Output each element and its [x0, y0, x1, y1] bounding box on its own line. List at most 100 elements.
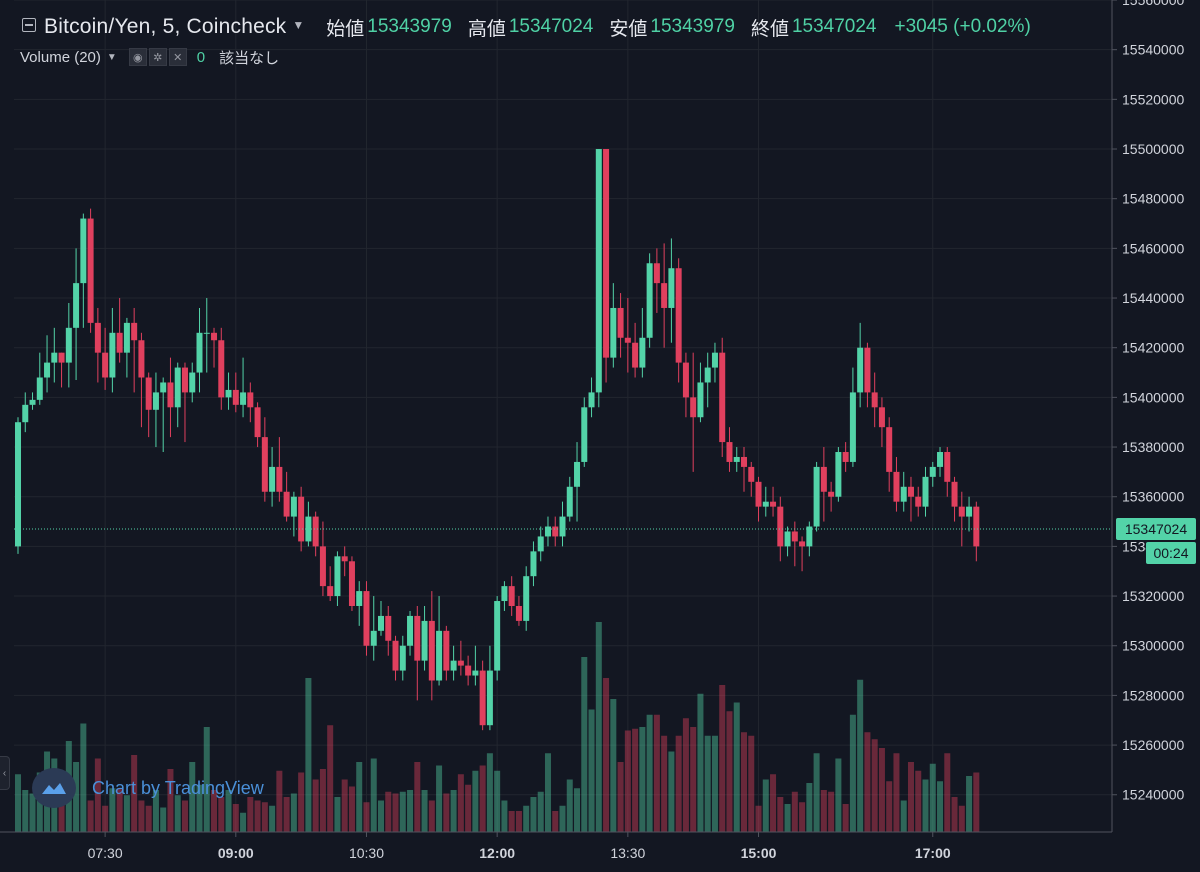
candle-body [900, 486, 907, 502]
time-tick-label: 15:00 [741, 845, 777, 861]
volume-bar [639, 727, 646, 832]
volume-bar [152, 790, 159, 832]
volume-bar [486, 753, 493, 832]
candle [806, 521, 813, 557]
volume-bar [944, 753, 951, 832]
candle-body [617, 307, 624, 338]
candle-body [907, 486, 914, 497]
chevron-down-icon[interactable]: ▼ [106, 51, 117, 63]
price-tick-label: 15260000 [1122, 737, 1185, 753]
candle-body [646, 263, 653, 338]
candle [588, 377, 595, 418]
candle [494, 596, 501, 681]
eye-icon[interactable]: ◉ [128, 48, 147, 66]
volume-bar [544, 753, 551, 832]
candle [726, 427, 733, 472]
low-label: 安値 [609, 18, 648, 40]
volume-bar [791, 791, 798, 832]
time-axis: 07:30 09:00 10:30 12:00 13:30 15:00 17:00 [0, 831, 1112, 861]
countdown-value: 00:24 [1153, 545, 1188, 561]
candle [632, 322, 639, 378]
volume-bar [465, 784, 472, 832]
volume-bar [719, 685, 726, 832]
candle [334, 551, 341, 606]
candle [748, 461, 755, 497]
candle-body [544, 526, 551, 537]
time-tick-label: 10:30 [349, 845, 384, 861]
candle-body [428, 620, 435, 681]
candle-body [966, 506, 973, 517]
volume-bar [450, 790, 457, 832]
candle-body [298, 496, 305, 542]
gear-icon[interactable]: ✲ [148, 48, 167, 66]
candle [428, 591, 435, 701]
volume-status: 該当なし [219, 49, 280, 67]
candle [167, 357, 174, 438]
candle-body [479, 670, 486, 726]
symbol-title[interactable]: Bitcoin/Yen, 5, Coincheck [44, 15, 287, 38]
close-icon[interactable]: ✕ [168, 48, 187, 66]
volume-bar [269, 805, 276, 832]
chevron-down-icon[interactable]: ▼ [292, 18, 305, 32]
candle [690, 352, 697, 472]
volume-bar [690, 727, 697, 832]
candle [886, 417, 893, 492]
volume-bar [581, 657, 588, 832]
volume-bar [878, 748, 885, 832]
candle-body [290, 496, 297, 517]
candle [900, 471, 907, 512]
price-tick-label: 15400000 [1122, 389, 1185, 405]
volume-bar [298, 772, 305, 832]
candle-body [951, 481, 958, 507]
candle-body [661, 283, 668, 308]
chevron-left-icon[interactable]: ‹ [0, 756, 10, 790]
candle [820, 447, 827, 522]
volume-bar [704, 735, 711, 832]
volume-bar [421, 790, 428, 832]
candle-body [537, 536, 544, 552]
high-value: 15347024 [508, 16, 594, 37]
high-label: 高値 [467, 18, 506, 40]
price-tick-label: 15300000 [1122, 638, 1185, 654]
candle-body [552, 526, 559, 537]
candle [15, 417, 21, 554]
volume-bar [806, 783, 813, 832]
candle-body [102, 352, 109, 378]
volume-bar [552, 811, 559, 832]
volume-bar [428, 800, 435, 832]
volume-bar [247, 797, 254, 832]
candle-body [486, 670, 493, 726]
candle-body [356, 591, 363, 606]
volume-bar [319, 769, 326, 832]
candle [704, 352, 711, 408]
volume-bar [915, 770, 922, 832]
volume-bar [559, 805, 566, 832]
volume-bar [276, 770, 283, 832]
candle-body [123, 322, 130, 353]
volume-bar [131, 755, 138, 832]
collapse-icon[interactable] [22, 18, 36, 32]
volume-bar [574, 788, 581, 832]
volume-legend: Volume (20) ▼ ◉ ✲ ✕ 0 該当なし [20, 46, 279, 68]
volume-bar [327, 725, 334, 832]
volume-indicator-label[interactable]: Volume (20) [20, 48, 101, 66]
volume-bar [617, 762, 624, 832]
volume-bar [305, 678, 312, 832]
volume-bar [508, 811, 515, 832]
volume-bar [632, 728, 639, 832]
candle [131, 307, 138, 393]
candle [269, 447, 276, 507]
volume-bar [849, 714, 856, 832]
volume-bar [472, 770, 479, 832]
volume-bar [842, 804, 849, 832]
candle-body [842, 452, 849, 462]
time-tick-label: 13:30 [610, 845, 645, 861]
candle [421, 605, 428, 671]
candle-body [36, 377, 43, 400]
candle-body [574, 461, 581, 487]
tradingview-watermark[interactable]: Chart by TradingView [32, 768, 264, 808]
candle [675, 258, 682, 383]
open-value: 15343979 [367, 16, 452, 37]
candle-body [211, 332, 218, 341]
